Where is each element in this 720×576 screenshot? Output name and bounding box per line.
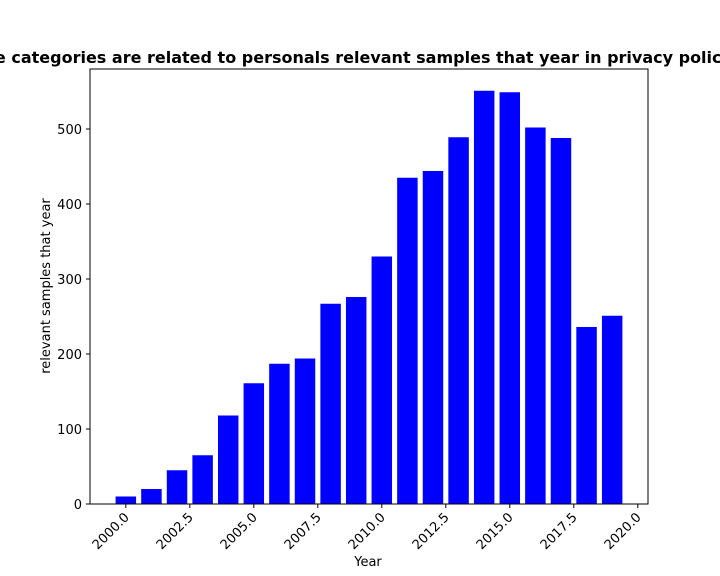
chart-title: The categories are related to personals … xyxy=(0,48,720,67)
y-tick-label: 100 xyxy=(57,423,82,438)
bar-2006 xyxy=(269,363,290,504)
y-tick-label: 400 xyxy=(57,198,82,213)
x-tick-label: 2012.5 xyxy=(410,510,453,553)
bar-2019 xyxy=(601,315,623,504)
bar-2016 xyxy=(525,127,546,504)
bar-2008 xyxy=(320,303,341,504)
bar-2011 xyxy=(397,177,418,504)
bar-2018 xyxy=(576,327,597,504)
y-tick-label: 200 xyxy=(57,348,82,363)
bar-2014 xyxy=(473,90,495,504)
bar-2004 xyxy=(217,415,239,504)
x-tick-label: 2005.0 xyxy=(218,510,261,553)
y-tick-label: 0 xyxy=(74,498,82,513)
y-axis-ticks: 0 100 200 300 400 500 xyxy=(57,123,90,513)
x-axis-label: Year xyxy=(353,555,382,570)
bar-2010 xyxy=(371,256,393,504)
bars-group xyxy=(115,90,623,504)
bar-2015 xyxy=(499,92,521,504)
bar-2003 xyxy=(192,455,213,504)
bar-2007 xyxy=(294,358,316,504)
y-axis-label: relevant samples that year xyxy=(39,198,54,374)
bar-2013 xyxy=(448,137,469,504)
x-tick-label: 2000.0 xyxy=(90,510,133,553)
bar-2002 xyxy=(166,470,188,504)
bar-2005 xyxy=(243,383,265,504)
x-tick-label: 2020.0 xyxy=(602,510,645,553)
x-tick-label: 2002.5 xyxy=(154,510,197,553)
bar-2009 xyxy=(345,297,367,504)
y-tick-label: 500 xyxy=(57,123,82,138)
x-tick-label: 2017.5 xyxy=(538,510,581,553)
x-tick-label: 2010.0 xyxy=(346,510,389,553)
plot-frame xyxy=(89,68,649,505)
bar-2001 xyxy=(141,489,162,504)
bar-2000 xyxy=(115,496,137,504)
bar-2012 xyxy=(422,171,444,504)
y-tick-label: 300 xyxy=(57,273,82,288)
bar-2017 xyxy=(550,138,572,504)
x-tick-label: 2015.0 xyxy=(474,510,517,553)
x-axis-ticks: 2000.0 2002.5 2005.0 2007.5 2010.0 2012.5 2015… xyxy=(90,504,645,553)
x-tick-label: 2007.5 xyxy=(282,510,325,553)
